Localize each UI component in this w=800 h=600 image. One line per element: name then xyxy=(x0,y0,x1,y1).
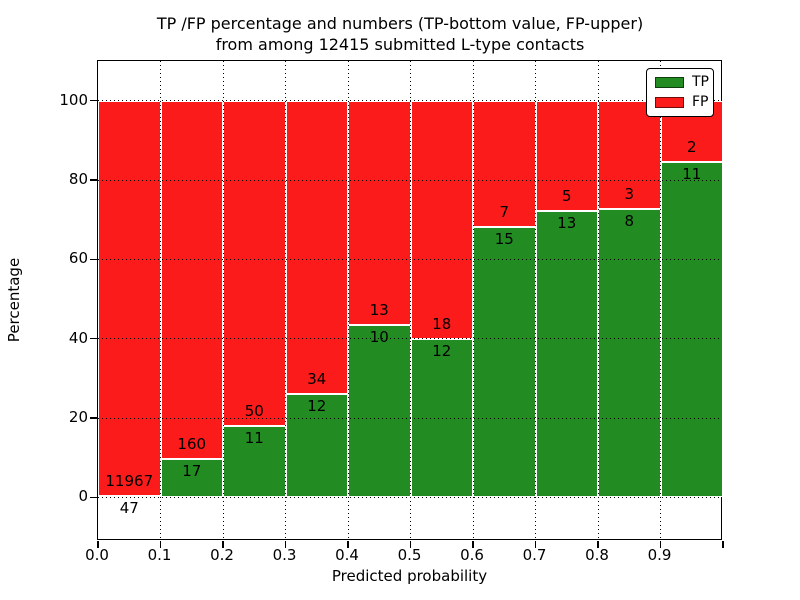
x-tick-label: 0.9 xyxy=(647,546,672,564)
bar-count-label-tp: 17 xyxy=(182,462,202,481)
bar-count-label-fp: 2 xyxy=(686,137,697,156)
gridline-vertical xyxy=(160,61,161,539)
x-tick-label: 0.1 xyxy=(147,546,172,564)
bar-count-label-tp: 12 xyxy=(432,341,452,360)
x-tick-mark xyxy=(222,540,224,548)
legend-label-fp: FP xyxy=(692,94,709,110)
x-tick-label: 0.7 xyxy=(522,546,547,564)
bar-count-label-tp: 11 xyxy=(244,428,264,447)
bar-count-label-tp: 15 xyxy=(494,229,514,248)
bar-count-label-fp: 7 xyxy=(499,202,510,221)
bar-count-label-fp: 34 xyxy=(307,369,327,388)
x-tick-mark xyxy=(284,540,287,548)
y-tick-label: 40 xyxy=(68,328,88,347)
bar-count-label-fp: 11967 xyxy=(105,471,154,490)
x-tick-mark xyxy=(347,540,349,548)
gridline-vertical xyxy=(660,61,661,539)
x-tick-mark xyxy=(597,540,599,548)
plot-area: 11967 47 160 17 50 11 34 12 13 10 18 12 7 15 5 13 3 8 2 11 … xyxy=(89,60,724,548)
gridline-vertical xyxy=(597,61,599,539)
bar-segment-fp xyxy=(160,100,223,460)
y-tick-mark xyxy=(89,337,97,340)
x-tick-mark xyxy=(97,540,99,548)
y-tick-mark xyxy=(89,99,97,102)
x-axis-label: Predicted probability xyxy=(331,567,488,585)
gridline-horizontal xyxy=(98,417,721,419)
bar-segment-tp xyxy=(660,161,723,498)
y-axis-label: Percentage xyxy=(5,257,23,343)
bar-segment-fp xyxy=(348,100,411,325)
bar-count-label-tp: 12 xyxy=(307,396,327,415)
y-tick-label: 80 xyxy=(68,170,88,188)
gridline-vertical xyxy=(410,61,411,539)
bar-count-label-tp: 11 xyxy=(682,164,702,183)
y-tick-mark xyxy=(89,417,97,419)
x-tick-label: 0.3 xyxy=(272,546,297,564)
bar-count-label-fp: 160 xyxy=(177,435,207,454)
gridline-horizontal xyxy=(98,496,721,498)
legend-item-tp: TP xyxy=(655,75,709,90)
gridline-horizontal xyxy=(98,100,721,102)
bar-segment-fp xyxy=(223,100,286,426)
x-tick-mark xyxy=(534,540,537,548)
bar-segment-fp xyxy=(410,100,473,339)
gridline-horizontal xyxy=(98,338,721,340)
bar-segment-tp xyxy=(598,208,661,498)
bar-count-label-fp: 13 xyxy=(369,300,389,319)
x-tick-label: 0.4 xyxy=(335,546,359,564)
bar-count-label-tp: 47 xyxy=(119,498,139,517)
gridline-vertical xyxy=(222,61,224,539)
bar-count-label-fp: 18 xyxy=(432,314,452,333)
x-tick-label: 0.0 xyxy=(85,546,109,564)
gridline-vertical xyxy=(347,61,349,539)
bar-segment-tp xyxy=(473,226,536,498)
bar-count-label-tp: 8 xyxy=(624,211,635,230)
y-tick-mark xyxy=(89,496,97,499)
bar-segment-fp xyxy=(535,100,598,211)
x-tick-label: 0.5 xyxy=(397,546,422,564)
legend: TP FP xyxy=(646,68,714,117)
bar-count-label-fp: 3 xyxy=(624,184,635,203)
gridline-vertical xyxy=(535,61,536,539)
x-tick-label: 0.6 xyxy=(460,546,484,564)
x-tick-mark xyxy=(159,540,162,548)
x-tick-mark xyxy=(659,540,662,548)
bar-count-label-fp: 50 xyxy=(244,401,264,420)
y-tick-label: 0 xyxy=(78,487,88,506)
bar-count-label-tp: 13 xyxy=(557,213,577,232)
gridline-horizontal xyxy=(98,179,721,181)
bar-count-label-tp: 10 xyxy=(369,327,389,346)
y-tick-label: 100 xyxy=(59,90,88,109)
chart-title-line2: from among 12415 submitted L-type contac… xyxy=(215,35,585,54)
chart-title-line1: TP /FP percentage and numbers (TP-bottom… xyxy=(156,14,644,33)
tp-legend-swatch-icon xyxy=(655,77,684,88)
legend-item-fp: FP xyxy=(655,95,709,110)
x-tick-label: 0.8 xyxy=(585,546,609,564)
fp-legend-swatch-icon xyxy=(655,97,684,108)
gridline-horizontal xyxy=(98,258,721,260)
bar-segment-tp xyxy=(348,324,411,498)
x-tick-mark xyxy=(409,540,412,548)
gridline-vertical xyxy=(285,61,286,539)
bar-segment-fp xyxy=(98,100,161,496)
y-tick-label: 20 xyxy=(68,408,88,427)
bar-segment-fp xyxy=(285,100,348,394)
y-tick-mark xyxy=(89,179,97,181)
y-tick-mark xyxy=(89,258,97,261)
x-tick-label: 0.2 xyxy=(210,546,234,564)
plot-canvas: 11967 47 160 17 50 11 34 12 13 10 18 12 7 15 5 13 3 8 2 11 xyxy=(98,61,723,539)
y-tick-label: 60 xyxy=(68,249,88,268)
x-tick-mark xyxy=(722,540,724,548)
bar-segment-fp xyxy=(598,100,661,209)
legend-label-tp: TP xyxy=(692,74,709,90)
x-tick-mark xyxy=(472,540,474,548)
gridline-vertical xyxy=(472,61,474,539)
bar-count-label-fp: 5 xyxy=(561,186,572,205)
bar-segment-tp xyxy=(535,210,598,498)
